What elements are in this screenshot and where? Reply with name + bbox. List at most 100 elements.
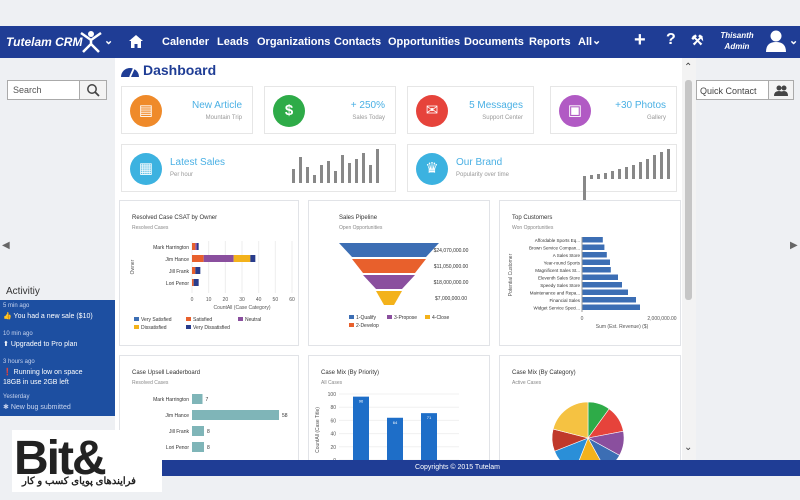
legend-label: Very Dissatisfied — [193, 325, 230, 331]
right-panel: Quick Contact ▶ — [696, 58, 800, 460]
y-tick-label: 100 — [328, 392, 337, 398]
activity-feed: 5 min ago 👍 You had a new sale ($10) 10 … — [0, 300, 115, 416]
all-menu-chevron-icon[interactable]: ⌄ — [592, 35, 602, 47]
sparkline-bar — [583, 176, 586, 179]
sparkline-bar — [667, 149, 670, 179]
user-role: Admin — [724, 42, 750, 51]
dashboard-main: Dashboard ▤ New Article Mountain Trip $ … — [115, 58, 682, 460]
stat-label: Mountain Trip — [205, 115, 242, 121]
data-label: 71 — [427, 415, 432, 420]
user-info[interactable]: Thisanth Admin — [714, 30, 760, 52]
stat-card-messages[interactable]: ✉ 5 Messages Support Center — [407, 86, 534, 134]
brand-name[interactable]: Tutelam CRM — [6, 35, 83, 49]
nav-organizations[interactable]: Organizations — [257, 36, 331, 48]
legend-label: Neutral — [245, 317, 261, 323]
activity-time: 3 hours ago — [3, 359, 35, 365]
stat-card-sales[interactable]: $ + 250% Sales Today — [264, 86, 396, 134]
priority-chart-title: Case Mix (By Priority) — [321, 370, 380, 376]
latest-sales-card[interactable]: ▦ Latest Sales Per hour — [121, 144, 396, 192]
category-chart-subtitle: Active Cases — [512, 380, 542, 386]
sparkline-bar — [646, 159, 649, 179]
home-icon[interactable] — [128, 34, 144, 49]
brand-menu-chevron-icon[interactable]: ⌄ — [104, 35, 114, 47]
stat-card-photos[interactable]: ▣ +30 Photos Gallery — [550, 86, 677, 134]
stat-label: Sales Today — [352, 115, 385, 121]
main-scrollbar[interactable]: ⌃ ⌄ — [682, 58, 696, 460]
csat-chart-panel: Resolved Case CSAT by Owner Resolved Cas… — [119, 200, 299, 346]
funnel-stage — [376, 291, 402, 305]
bar — [421, 413, 437, 460]
svg-text:Bit&: Bit& — [14, 432, 106, 485]
y-axis-label: CountAll (Case Title) — [315, 407, 321, 453]
bit-logo: Bit& — [12, 430, 162, 492]
upsell-chart: Mark Harrington 7 Jim Hance 58 Jill Frank 8 Lo… — [153, 394, 288, 452]
funnel-value-label: $18,000,000.00 — [434, 280, 469, 286]
bar — [192, 426, 204, 436]
nav-reports[interactable]: Reports — [529, 36, 571, 48]
nav-opportunities[interactable]: Opportunities — [388, 36, 461, 48]
user-avatar-icon[interactable] — [765, 29, 787, 53]
search-button[interactable] — [79, 80, 107, 100]
x-tick-label: 50 — [273, 297, 279, 303]
scroll-up-icon[interactable]: ⌃ — [684, 62, 693, 73]
bar-segment — [192, 255, 204, 262]
sparkline-bar — [327, 161, 330, 183]
top-customers-subtitle: Won Opportunities — [512, 225, 554, 231]
latest-sales-subtitle: Per hour — [170, 172, 194, 178]
user-name: Thisanth — [720, 31, 754, 40]
stat-card-article[interactable]: ▤ New Article Mountain Trip — [121, 86, 253, 134]
nav-leads[interactable]: Leads — [217, 36, 249, 48]
sparkline-bar — [306, 167, 309, 183]
scroll-thumb[interactable] — [685, 80, 692, 300]
sparkline-bar — [362, 153, 365, 183]
activity-item[interactable]: ❗ Running low on space — [3, 369, 83, 376]
nav-documents[interactable]: Documents — [464, 36, 524, 48]
y-category-label: A Sales Store — [553, 253, 581, 258]
user-menu-chevron-icon[interactable]: ⌄ — [789, 35, 799, 47]
add-icon[interactable]: + — [634, 29, 646, 51]
activity-item[interactable]: ⬆ Upgraded to Pro plan — [3, 341, 78, 348]
bar-segment — [193, 279, 199, 286]
activity-title: Activitiy — [6, 286, 40, 297]
funnel-stage — [363, 275, 415, 289]
bar-segment — [192, 279, 194, 286]
scroll-down-icon[interactable]: ⌄ — [684, 442, 693, 453]
our-brand-card[interactable]: ♛ Our Brand Popularity over time — [407, 144, 677, 213]
pie-slice — [552, 401, 589, 439]
nav-calender[interactable]: Calender — [162, 36, 210, 48]
funnel-value-label: $7,000,000.00 — [435, 296, 467, 302]
legend-swatch — [134, 325, 139, 329]
legend-label: 4-Close — [432, 315, 449, 321]
quick-contact-icon-button[interactable] — [768, 80, 794, 100]
y-category-label: Maintenance and Repa... — [530, 291, 580, 296]
bar — [582, 274, 618, 280]
bar-segment — [192, 267, 196, 274]
thumbs-up-icon: 👍 — [3, 313, 14, 320]
activity-item[interactable]: 👍 You had a new sale ($10) — [3, 313, 93, 320]
x-axis-label: Sum (Est. Revenue) ($) — [596, 324, 649, 330]
nav-contacts[interactable]: Contacts — [334, 36, 382, 48]
legend-label: Satisfied — [193, 317, 212, 323]
y-category-label: Widget Service Speci... — [533, 306, 580, 311]
search-input[interactable]: Search — [7, 80, 107, 100]
nav-all[interactable]: All — [578, 36, 593, 48]
x-axis-label: CountAll (Case Category) — [214, 305, 271, 311]
activity-time: 5 min ago — [3, 303, 30, 309]
tools-icon[interactable]: ⚒ — [691, 32, 704, 48]
legend-label: Dissatisfied — [141, 325, 167, 331]
stat-label: Gallery — [646, 115, 666, 121]
photo-icon: ▣ — [559, 95, 591, 127]
quick-contact-button[interactable]: Quick Contact — [696, 80, 794, 100]
activity-item[interactable]: ✱ New bug submitted — [3, 404, 71, 411]
bar-segment — [195, 267, 201, 274]
our-brand-sparkline — [583, 149, 676, 213]
help-icon[interactable]: ? — [666, 31, 676, 48]
dollar-icon: $ — [273, 95, 305, 127]
bar — [582, 304, 640, 310]
bar — [192, 394, 203, 404]
collapse-left-arrow-icon[interactable]: ◀ — [2, 240, 10, 251]
bar — [582, 297, 636, 303]
stat-value: New Article — [191, 100, 242, 111]
collapse-right-arrow-icon[interactable]: ▶ — [790, 240, 798, 251]
